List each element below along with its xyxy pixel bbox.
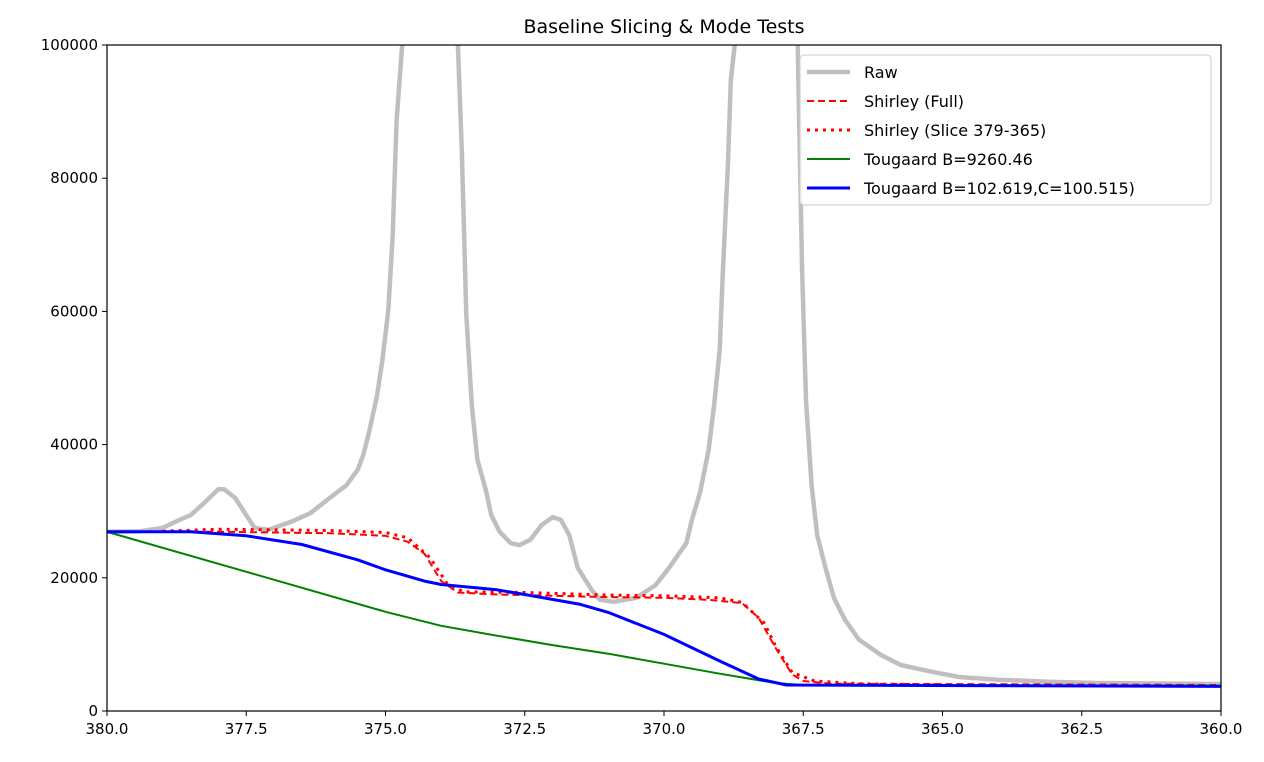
y-tick-label: 0 (88, 702, 98, 720)
legend-label-2: Shirley (Slice 379-365) (864, 121, 1046, 140)
series-line-0 (107, 45, 1221, 687)
x-tick-label: 380.0 (86, 720, 129, 738)
series-line-2 (162, 527, 943, 687)
legend-label-4: Tougaard B=102.619,C=100.515) (863, 179, 1135, 198)
legend-label-1: Shirley (Full) (864, 92, 964, 111)
x-axis: 380.0 377.5 375.0 372.5 370.0 367.5 365.0 362.5… (86, 711, 1243, 738)
x-tick-label: 360.0 (1200, 720, 1243, 738)
chart-title: Baseline Slicing & Mode Tests (523, 16, 804, 38)
y-axis: 0 20000 40000 60000 80000 100000 (41, 36, 107, 720)
x-tick-label: 367.5 (782, 720, 825, 738)
legend: Raw Shirley (Full) Shirley (Slice 379-365)… (799, 54, 1212, 206)
x-tick-label: 370.0 (643, 720, 686, 738)
x-tick-label: 362.5 (1060, 720, 1103, 738)
series-line-4 (107, 530, 1221, 688)
legend-label-3: Tougaard B=9260.46 (863, 150, 1033, 169)
y-tick-label: 20000 (50, 569, 98, 587)
y-tick-label: 60000 (50, 302, 98, 320)
x-tick-label: 375.0 (364, 720, 407, 738)
x-tick-label: 377.5 (225, 720, 268, 738)
legend-box (799, 54, 1212, 206)
y-tick-label: 100000 (41, 36, 98, 54)
y-tick-label: 40000 (50, 436, 98, 454)
series-line-3 (107, 530, 1221, 687)
legend-label-0: Raw (864, 63, 898, 82)
series-line-1 (107, 530, 1221, 686)
x-tick-label: 365.0 (921, 720, 964, 738)
y-tick-label: 80000 (50, 169, 98, 187)
x-tick-label: 372.5 (503, 720, 546, 738)
plot-lines (107, 45, 1221, 688)
